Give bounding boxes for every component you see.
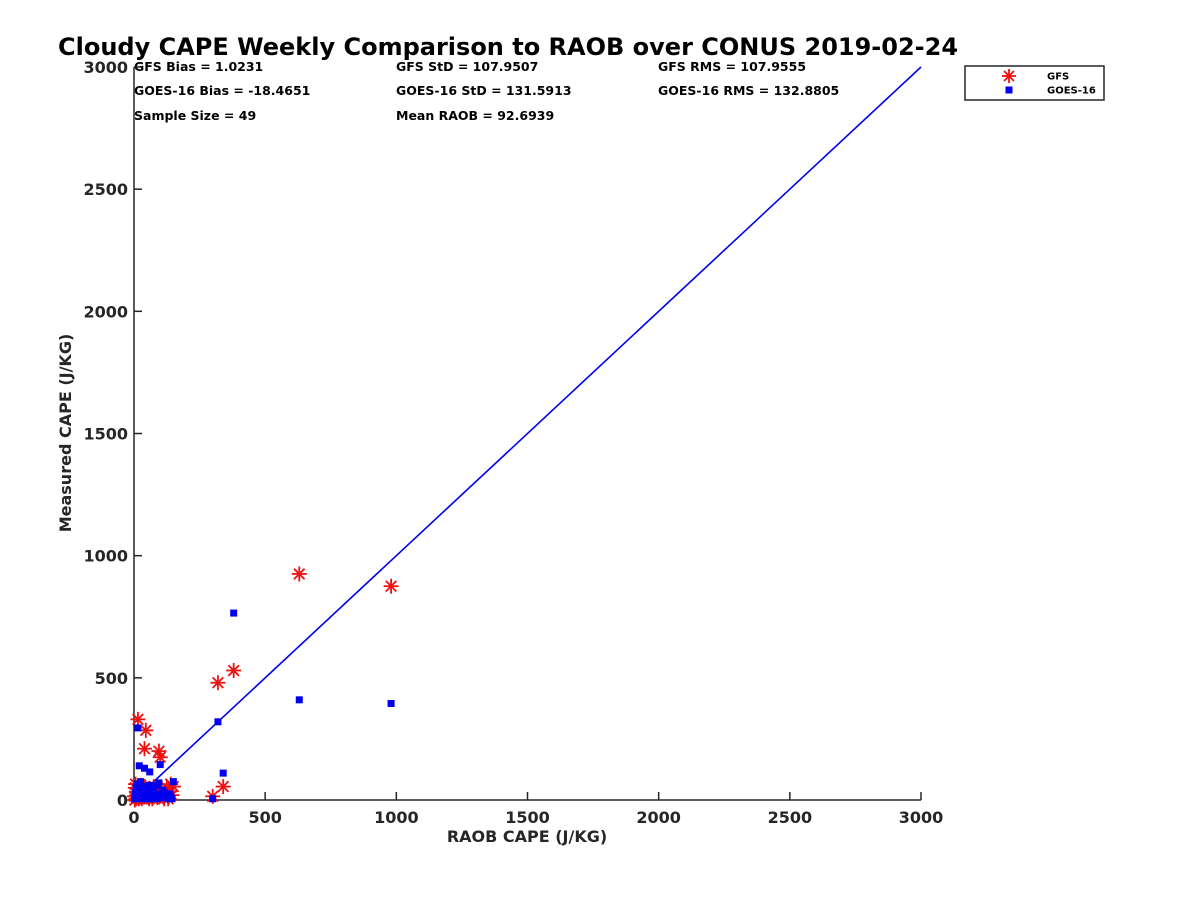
stat-label: GFS RMS = 107.9555 [658,59,806,74]
goes-16-point [132,784,140,792]
stat-label: GFS StD = 107.9507 [396,59,538,74]
goes-16-point [158,794,166,802]
x-axis-label: RAOB CAPE (J/KG) [447,827,607,846]
chart-title: Cloudy CAPE Weekly Comparison to RAOB ov… [58,33,958,61]
goes-16-point [141,787,149,795]
goes-16-point [230,609,238,617]
goes-16-point [140,794,148,802]
x-tick-label: 2000 [636,808,681,827]
goes-16-point [168,795,176,803]
stat-label: GOES-16 StD = 131.5913 [396,83,572,98]
legend-item-gfs: GFS [1002,69,1069,83]
goes-16-point [140,764,148,772]
series-gfs [127,566,399,808]
goes-16-point [147,795,155,803]
y-tick-label: 0 [117,791,128,810]
gfs-point [130,711,146,727]
y-tick-label: 1500 [83,425,128,444]
one-to-one-line [133,66,922,801]
legend-marker [1005,86,1013,94]
x-tick-label: 3000 [899,808,944,827]
x-tick-label: 1500 [505,808,550,827]
y-axis-label: Measured CAPE (J/KG) [56,334,75,533]
x-tick-label: 2500 [768,808,813,827]
axes: 0 500 1000 1500 2000 2500 3000 0 500 1000 1500 200… [83,58,943,827]
stat-label: GFS Bias = 1.0231 [134,59,263,74]
legend-label: GOES-16 [1047,86,1096,97]
y-tick-label: 1000 [83,547,128,566]
goes-16-point [214,718,222,726]
goes-16-point [295,696,303,704]
gfs-point [215,779,231,795]
goes-16-point [145,781,153,789]
y-tick-label: 500 [95,669,128,688]
goes-16-point [146,768,154,776]
goes-16-point [150,785,158,793]
goes-16-point [134,724,142,732]
stat-label: GOES-16 RMS = 132.8805 [658,83,839,98]
goes-16-point [153,795,161,803]
legend: GFS GOES-16 [964,65,1105,101]
goes-16-point [209,795,217,803]
goes-16-point [152,781,160,789]
legend-label: GFS [1047,72,1069,83]
gfs-point [291,566,307,582]
stat-label: Mean RAOB = 92.6939 [396,108,554,123]
x-tick-label: 500 [248,808,281,827]
goes-16-point [163,794,171,802]
y-tick-label: 3000 [83,58,128,77]
goes-16-point [160,789,168,797]
goes-16-point [165,790,173,798]
legend-box [964,65,1105,101]
y-ticks: 0 500 1000 1500 2000 2500 3000 [83,58,142,810]
reference-line [133,66,922,801]
goes-16-point [146,791,154,799]
goes-16-point [132,789,140,797]
y-tick-label: 2000 [83,302,128,321]
y-tick-label: 2500 [83,180,128,199]
x-tick-label: 1000 [374,808,419,827]
x-ticks: 0 500 1000 1500 2000 2500 3000 [128,792,943,827]
goes-16-point [135,762,143,770]
series-goes-16 [131,609,395,803]
x-tick-label: 0 [128,808,139,827]
goes-16-point [154,790,162,798]
gfs-point [138,722,154,738]
statistics-panel: GFS Bias = 1.0231 GFS StD = 107.9507 GFS R… [134,59,839,123]
goes-16-point [131,795,139,803]
goes-16-point [219,769,227,777]
stat-label: GOES-16 Bias = -18.4651 [134,83,310,98]
stat-label: Sample Size = 49 [134,108,256,123]
goes-16-point [136,791,144,799]
goes-16-point [156,761,164,769]
goes-16-point [137,778,145,786]
gfs-point [226,663,242,679]
gfs-point [136,741,152,757]
goes-16-point [387,699,395,707]
gfs-point [210,675,226,691]
gfs-point [383,578,399,594]
legend-item-goes-16: GOES-16 [1005,86,1096,97]
goes-16-point [139,783,147,791]
series-layer [127,566,399,808]
legend-marker [1002,69,1016,83]
goes-16-point [169,778,177,786]
